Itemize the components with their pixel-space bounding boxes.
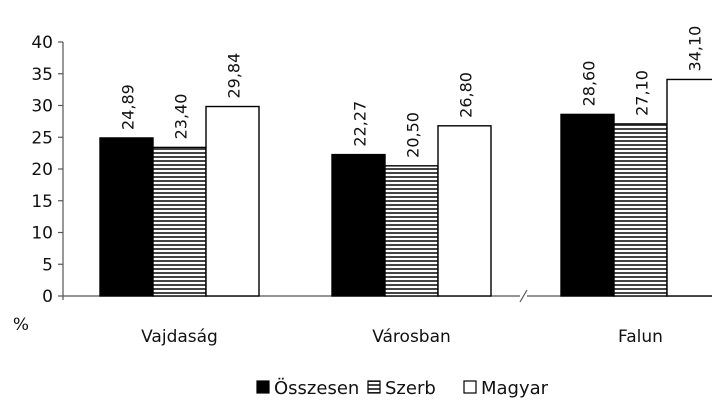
y-tick-label: 0 xyxy=(42,287,53,307)
bar-szerb xyxy=(384,165,439,297)
y-tick-label: 35 xyxy=(31,65,53,85)
category-label: Vajdaság xyxy=(141,327,218,347)
legend-label: Összesen xyxy=(274,377,359,399)
data-label: 27,10 xyxy=(633,70,652,116)
y-tick-label: 40 xyxy=(31,33,53,53)
y-tick-label: 30 xyxy=(31,97,53,117)
bar-magyar xyxy=(205,105,260,297)
data-label: 28,60 xyxy=(580,61,599,107)
legend-swatch-összesen xyxy=(256,380,270,394)
legend-label: Szerb xyxy=(385,378,436,399)
y-tick-label: 5 xyxy=(42,255,53,275)
bar-magyar xyxy=(437,125,492,297)
bar-összesen xyxy=(99,137,154,297)
y-tick-label: 20 xyxy=(31,160,53,180)
data-label: 24,89 xyxy=(119,84,138,130)
legend-swatch-szerb xyxy=(367,380,381,394)
bar-összesen xyxy=(331,153,386,297)
data-label: 26,80 xyxy=(457,72,476,118)
bar-magyar xyxy=(666,78,712,297)
bar-szerb xyxy=(613,123,668,297)
y-tick-label: 15 xyxy=(31,192,53,212)
bar-összesen xyxy=(560,113,615,297)
category-label: Falun xyxy=(618,327,663,347)
data-label: 29,84 xyxy=(225,53,244,99)
x-axis-break xyxy=(519,289,528,303)
data-label: 20,50 xyxy=(404,112,423,158)
y-tick-label: 10 xyxy=(31,224,53,244)
bar-szerb xyxy=(152,146,207,297)
legend-label: Magyar xyxy=(481,378,549,399)
y-tick-label: 25 xyxy=(31,128,53,148)
legend-swatch-magyar xyxy=(463,380,477,394)
data-label: 34,10 xyxy=(686,26,705,72)
data-label: 22,27 xyxy=(351,101,370,147)
category-label: Városban xyxy=(372,327,451,347)
data-label: 23,40 xyxy=(172,94,191,140)
y-axis-label: % xyxy=(13,315,29,335)
